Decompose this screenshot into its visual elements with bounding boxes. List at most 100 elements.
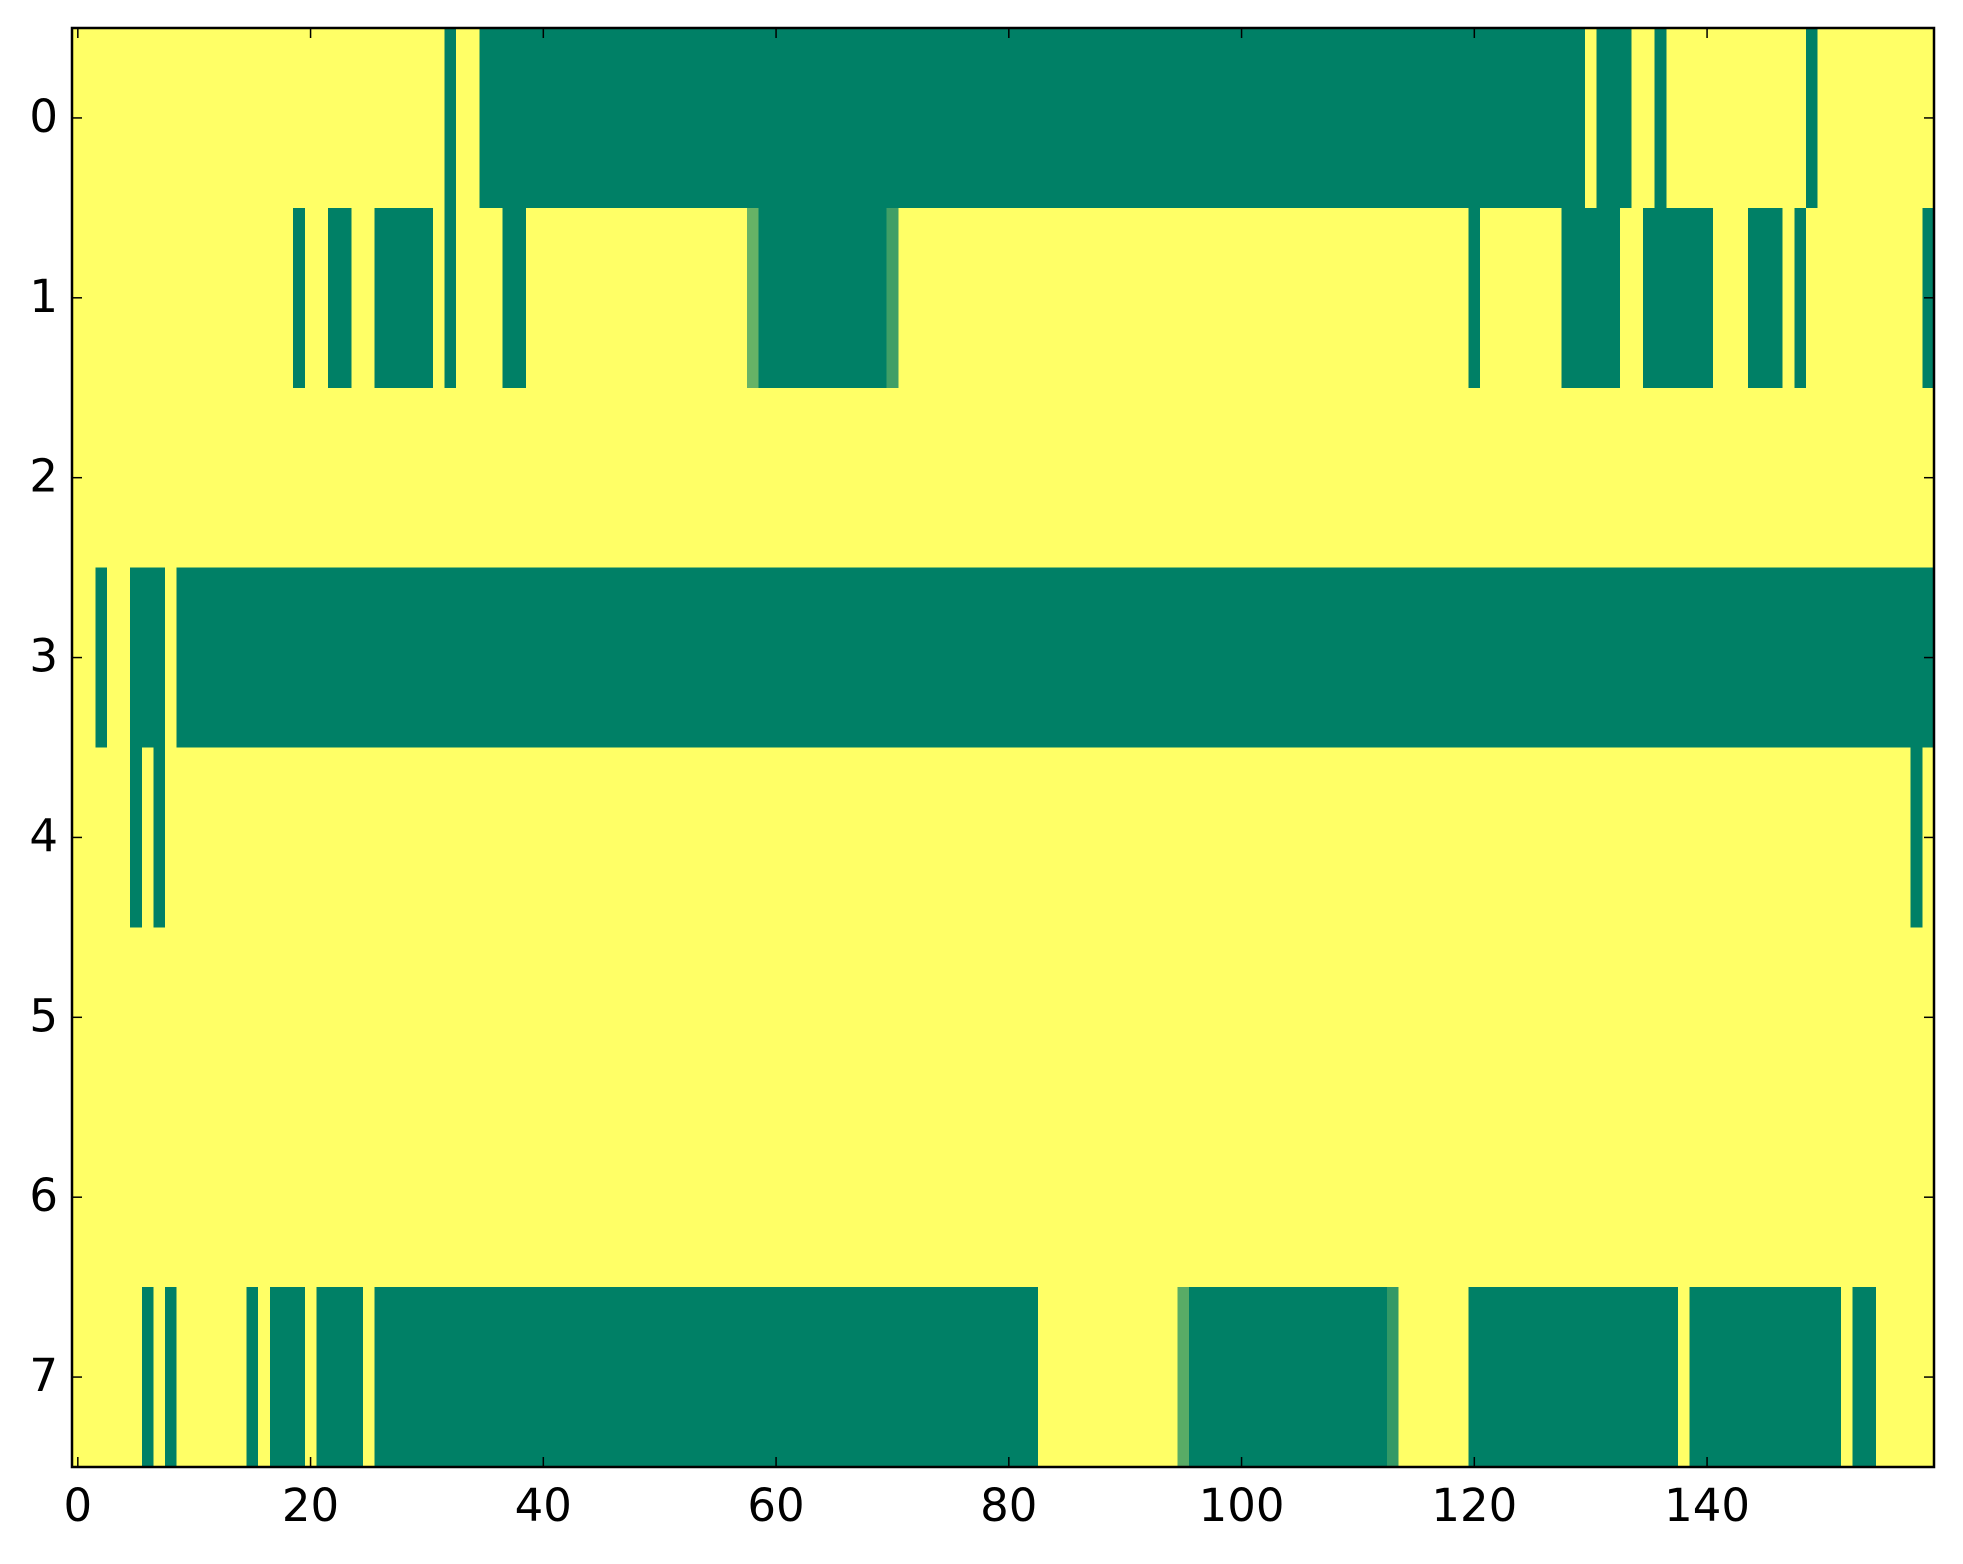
cell [863, 567, 876, 749]
cell [95, 747, 108, 928]
cell [1107, 28, 1120, 209]
cell [758, 567, 771, 749]
cell [1771, 1287, 1784, 1468]
cell [770, 927, 783, 1108]
cell [1491, 28, 1505, 209]
cell [456, 28, 469, 209]
cell [1782, 747, 1795, 928]
cell [339, 1107, 352, 1288]
cell [456, 387, 469, 569]
cell [1689, 207, 1702, 389]
cell [200, 28, 213, 209]
cell [351, 28, 364, 209]
cell [1701, 207, 1714, 389]
cell [1154, 387, 1167, 569]
cell [1142, 387, 1155, 569]
cell [1317, 28, 1330, 209]
cell [130, 747, 143, 928]
cell [1480, 387, 1493, 569]
cell [909, 387, 923, 569]
cell [1259, 567, 1272, 749]
cell [1805, 747, 1819, 928]
cell [339, 747, 352, 928]
cell [1200, 567, 1214, 749]
cell [1805, 207, 1819, 389]
cell [1421, 567, 1435, 749]
cell [1561, 207, 1574, 389]
cell [1619, 927, 1633, 1108]
cell [1340, 1107, 1353, 1288]
cell [1154, 567, 1167, 749]
cell [1014, 387, 1027, 569]
cell [537, 927, 550, 1108]
cell [281, 927, 294, 1108]
cell [328, 567, 341, 749]
cell [968, 207, 981, 389]
cell [1573, 1107, 1586, 1288]
cell [1759, 567, 1772, 749]
cell [816, 567, 830, 749]
cell [840, 1287, 853, 1468]
cell [1631, 1287, 1644, 1468]
cell [95, 207, 108, 389]
cell [1771, 1107, 1784, 1288]
axes: 0 20 40 60 80 100 120 140 0 1 2 3 4 5 6 7 [29, 26, 1936, 1532]
cell [1387, 207, 1400, 389]
cell [200, 927, 213, 1108]
cell [712, 28, 725, 209]
cell [1247, 28, 1260, 209]
cell [1584, 747, 1598, 928]
cell [456, 1287, 469, 1468]
cell [258, 567, 271, 749]
cell [874, 1107, 888, 1288]
cell [886, 927, 899, 1108]
cell [1782, 1107, 1795, 1288]
cell [258, 28, 271, 209]
cell [1049, 387, 1062, 569]
cell [688, 747, 702, 928]
cell [1771, 747, 1784, 928]
cell [1375, 927, 1388, 1108]
cell [1887, 387, 1900, 569]
cell [246, 207, 259, 389]
cell [1643, 387, 1656, 569]
cell [223, 387, 236, 569]
cell [432, 207, 445, 389]
cell [979, 387, 992, 569]
cell [421, 387, 434, 569]
cell [1061, 1107, 1074, 1288]
cell [1584, 1107, 1598, 1288]
cell [1666, 28, 1679, 209]
cell [805, 28, 818, 209]
cell [1270, 927, 1283, 1108]
cell [374, 1107, 387, 1288]
cell [898, 1287, 911, 1468]
cell [1387, 927, 1400, 1108]
cell [1480, 747, 1493, 928]
cell [1340, 927, 1353, 1108]
cell [432, 567, 445, 749]
cell [1177, 1107, 1190, 1288]
cell [1200, 207, 1214, 389]
cell [1165, 1287, 1179, 1468]
cell [828, 387, 841, 569]
x-tick-label: 140 [1664, 1479, 1750, 1532]
cell [1608, 1287, 1621, 1468]
cell [1515, 1287, 1528, 1468]
cell [1864, 28, 1877, 209]
cell [886, 1287, 899, 1468]
cell [828, 207, 841, 389]
cell [630, 207, 643, 389]
cell [1072, 1107, 1086, 1288]
cell [1072, 1287, 1086, 1468]
cell [805, 207, 818, 389]
cell [1584, 207, 1598, 389]
cell [1421, 387, 1435, 569]
cell [898, 1107, 911, 1288]
cell [1154, 207, 1167, 389]
cell [1747, 747, 1761, 928]
cell [281, 28, 294, 209]
cell [514, 387, 527, 569]
cell [467, 567, 480, 749]
cell [677, 387, 690, 569]
